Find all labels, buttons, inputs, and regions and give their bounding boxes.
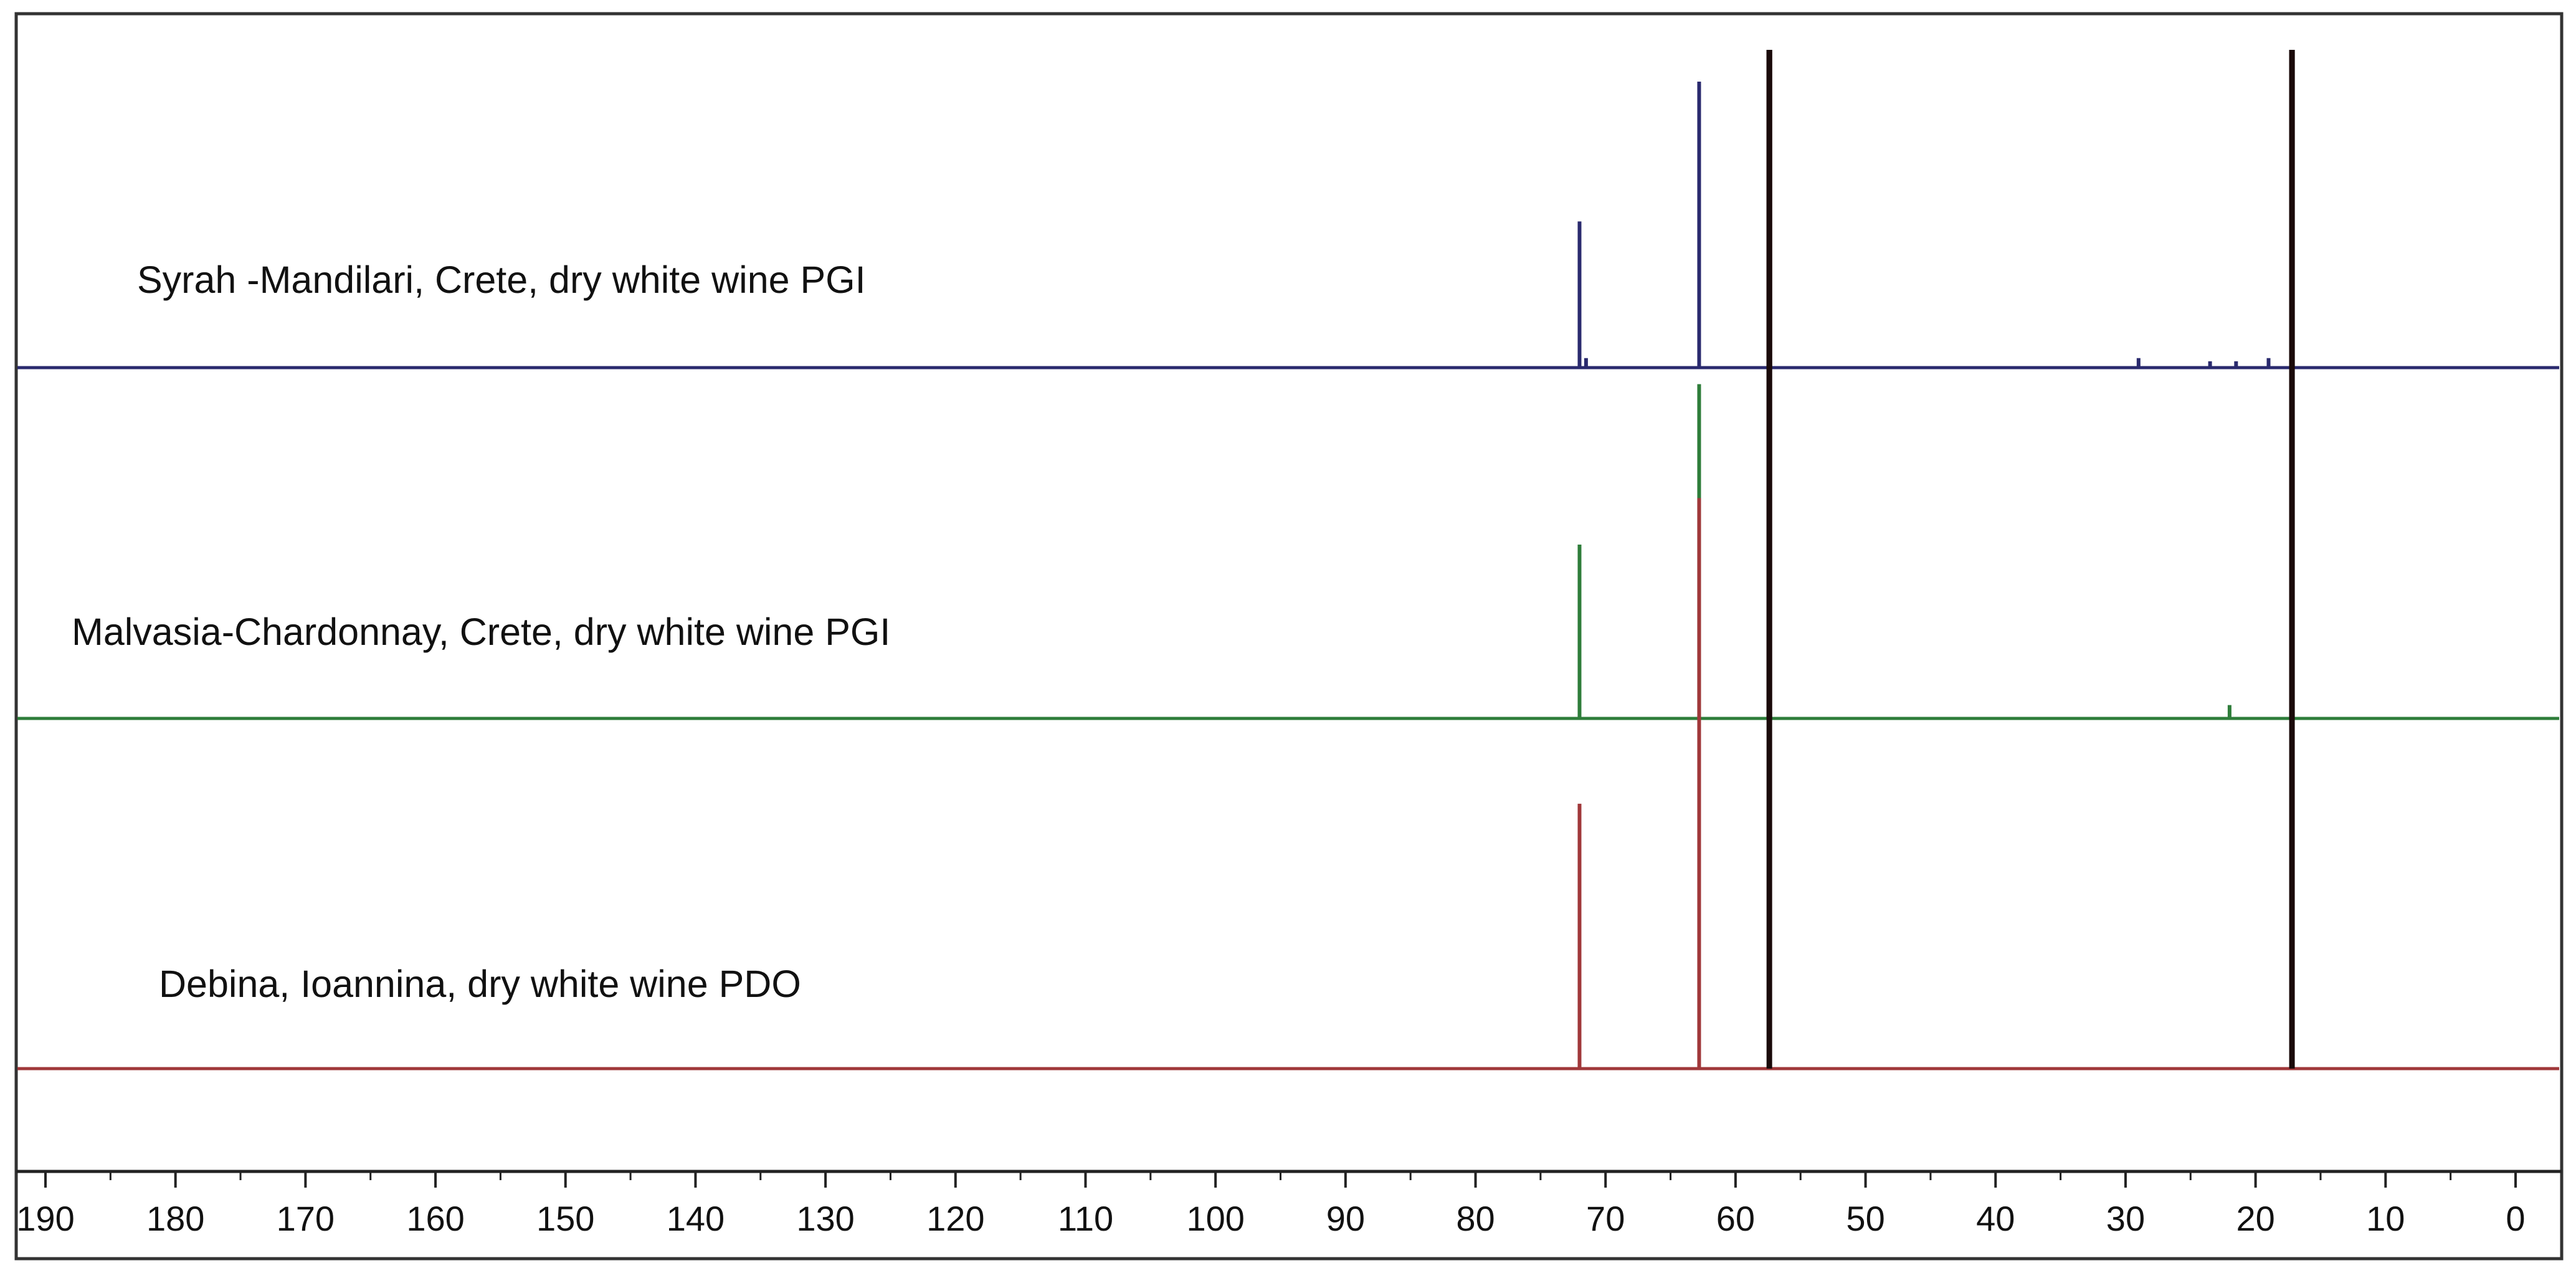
x-tick-label: 0 [2506, 1199, 2525, 1238]
x-tick-label: 150 [536, 1199, 594, 1238]
x-tick-label: 10 [2366, 1199, 2405, 1238]
x-tick-label: 170 [277, 1199, 335, 1238]
series-label: Debina, Ioannina, dry white wine PDO [159, 963, 801, 1005]
x-axis-ticks: 190 180 170 160 150 140 130 120 110 100 90 80 70 60 50… [16, 1171, 2526, 1238]
x-tick-label: 80 [1456, 1199, 1495, 1238]
series-label: Syrah -Mandilari, Crete, dry white wine … [137, 259, 866, 301]
x-tick-label: 40 [1976, 1199, 2015, 1238]
x-tick-label: 180 [146, 1199, 204, 1238]
x-tick-label: 130 [796, 1199, 854, 1238]
series-label: Malvasia-Chardonnay, Crete, dry white wi… [72, 611, 890, 653]
x-tick-label: 60 [1716, 1199, 1755, 1238]
series-labels: Syrah -Mandilari, Crete, dry white wine … [72, 259, 890, 1005]
x-tick-label: 50 [1846, 1199, 1884, 1238]
x-tick-label: 90 [1326, 1199, 1365, 1238]
x-tick-label: 70 [1586, 1199, 1625, 1238]
chart-frame [14, 12, 2564, 1261]
x-tick-label: 30 [2106, 1199, 2145, 1238]
x-tick-label: 120 [926, 1199, 984, 1238]
x-tick-label: 160 [406, 1199, 464, 1238]
x-tick-label: 190 [16, 1199, 74, 1238]
x-tick-label: 100 [1186, 1199, 1244, 1238]
spectra [17, 50, 2559, 1070]
x-tick-label: 140 [667, 1199, 725, 1238]
x-tick-label: 20 [2236, 1199, 2274, 1238]
x-tick-label: 110 [1058, 1199, 1113, 1238]
